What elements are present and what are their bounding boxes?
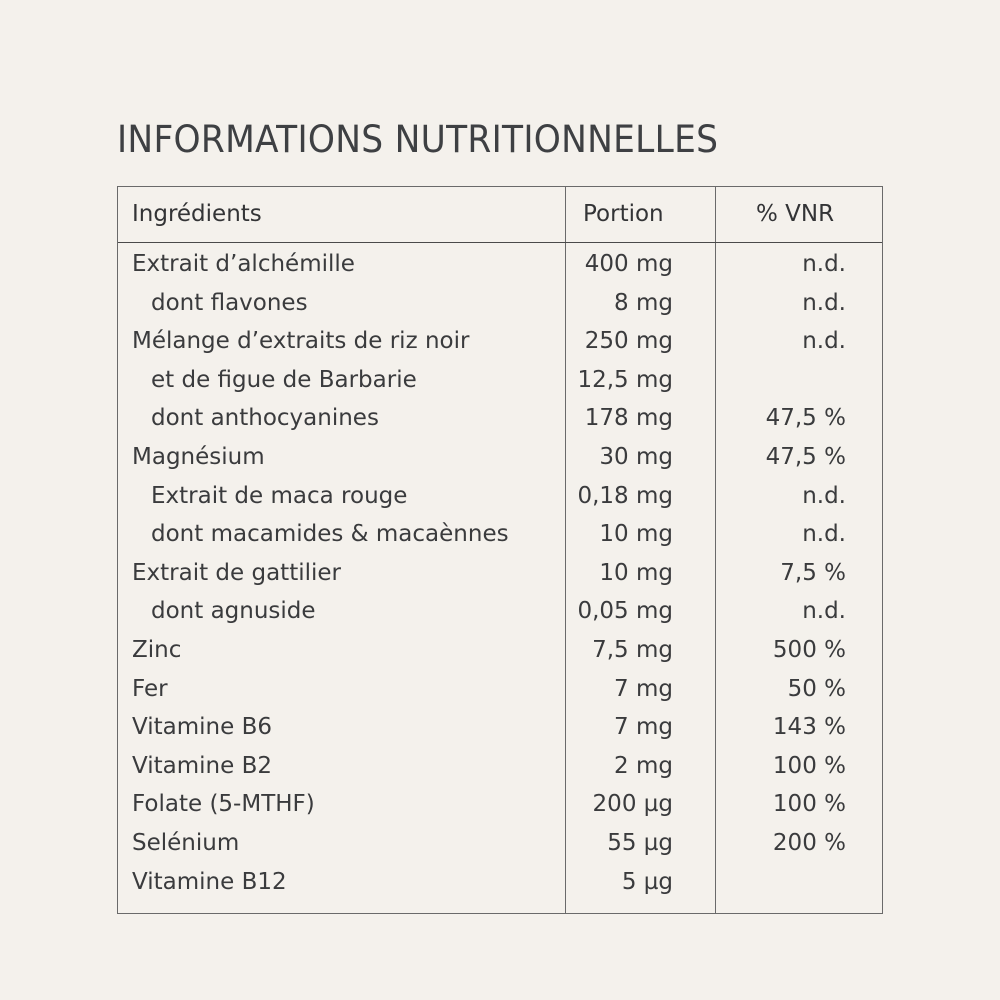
table-row: Magnésium 30 mg 47,5 % <box>118 444 882 483</box>
vnr-value: 47,5 % <box>765 405 846 432</box>
ingredient-name: Extrait de maca rouge <box>151 482 408 509</box>
table-row: Fer 7 mg 50 % <box>118 676 882 715</box>
header-divider <box>118 242 882 243</box>
portion-value: 8 mg <box>614 289 673 316</box>
vnr-value: n.d. <box>802 289 846 316</box>
portion-value: 10 mg <box>599 559 673 586</box>
header-portion: Portion <box>583 201 664 227</box>
table-row: dont agnuside 0,05 mg n.d. <box>118 598 882 637</box>
column-divider <box>715 187 716 913</box>
nutrition-table: Ingrédients Portion % VNR Extrait d’alch… <box>117 186 883 914</box>
table-row: dont anthocyanines 178 mg 47,5 % <box>118 405 882 444</box>
table-row: Extrait de maca rouge 0,18 mg n.d. <box>118 483 882 522</box>
table-row: Selénium 55 µg 200 % <box>118 830 882 869</box>
ingredient-name: et de figue de Barbarie <box>151 366 417 393</box>
ingredient-name: Mélange d’extraits de riz noir <box>132 328 470 355</box>
table-header: Ingrédients Portion % VNR <box>118 187 882 242</box>
vnr-value: 100 % <box>772 752 846 779</box>
vnr-value: n.d. <box>802 598 846 625</box>
ingredient-name: Vitamine B12 <box>132 868 287 895</box>
vnr-value: 100 % <box>772 791 846 818</box>
portion-value: 178 mg <box>584 405 673 432</box>
header-ingredients: Ingrédients <box>132 201 262 227</box>
table-row: Folate (5-MTHF) 200 µg 100 % <box>118 791 882 830</box>
vnr-value: 47,5 % <box>765 444 846 470</box>
ingredient-name: Extrait d’alchémille <box>132 251 355 277</box>
portion-value: 5 µg <box>621 868 673 895</box>
vnr-value: n.d. <box>802 521 846 548</box>
portion-value: 12,5 mg <box>577 366 673 393</box>
portion-value: 0,05 mg <box>577 598 673 625</box>
ingredient-name: Magnésium <box>132 444 265 470</box>
table-row: dont macamides & macaènnes 10 mg n.d. <box>118 521 882 560</box>
ingredient-name: Zinc <box>132 637 182 663</box>
vnr-value: 7,5 % <box>780 559 846 586</box>
table-row: Extrait d’alchémille 400 mg n.d. <box>118 251 882 290</box>
portion-value: 30 mg <box>599 444 673 470</box>
vnr-value: 50 % <box>787 675 846 702</box>
vnr-value: 143 % <box>772 714 846 741</box>
table-row: Vitamine B2 2 mg 100 % <box>118 753 882 792</box>
header-vnr: % VNR <box>756 201 835 227</box>
ingredient-name: Extrait de gattilier <box>132 559 341 586</box>
vnr-value: n.d. <box>802 328 846 355</box>
vnr-value: 500 % <box>772 637 846 663</box>
ingredient-name: dont macamides & macaènnes <box>151 521 509 548</box>
vnr-value: n.d. <box>802 482 846 509</box>
column-divider <box>565 187 566 913</box>
portion-value: 7 mg <box>614 675 673 702</box>
portion-value: 2 mg <box>614 752 673 779</box>
ingredient-name: Selénium <box>132 830 240 856</box>
table-row: Vitamine B12 5 µg <box>118 869 882 908</box>
vnr-value: 200 % <box>772 830 846 856</box>
table-row: et de figue de Barbarie 12,5 mg <box>118 367 882 406</box>
ingredient-name: Vitamine B2 <box>132 752 272 779</box>
portion-value: 10 mg <box>599 521 673 548</box>
ingredient-name: dont flavones <box>151 289 308 316</box>
table-row: dont flavones 8 mg n.d. <box>118 290 882 329</box>
portion-value: 55 µg <box>607 830 673 856</box>
ingredient-name: Fer <box>132 675 168 702</box>
ingredient-name: Folate (5-MTHF) <box>132 791 315 818</box>
portion-value: 250 mg <box>584 328 673 355</box>
portion-value: 7 mg <box>614 714 673 741</box>
ingredient-name: dont agnuside <box>151 598 316 625</box>
portion-value: 200 µg <box>592 791 673 818</box>
table-row: Vitamine B6 7 mg 143 % <box>118 714 882 753</box>
portion-value: 400 mg <box>584 251 673 277</box>
ingredient-name: Vitamine B6 <box>132 714 272 741</box>
page-title: INFORMATIONS NUTRITIONNELLES <box>117 118 719 161</box>
portion-value: 0,18 mg <box>577 482 673 509</box>
portion-value: 7,5 mg <box>592 637 673 663</box>
table-row: Mélange d’extraits de riz noir 250 mg n.d. <box>118 328 882 367</box>
vnr-value: n.d. <box>802 251 846 277</box>
table-row: Zinc 7,5 mg 500 % <box>118 637 882 676</box>
ingredient-name: dont anthocyanines <box>151 405 379 432</box>
table-row: Extrait de gattilier 10 mg 7,5 % <box>118 560 882 599</box>
